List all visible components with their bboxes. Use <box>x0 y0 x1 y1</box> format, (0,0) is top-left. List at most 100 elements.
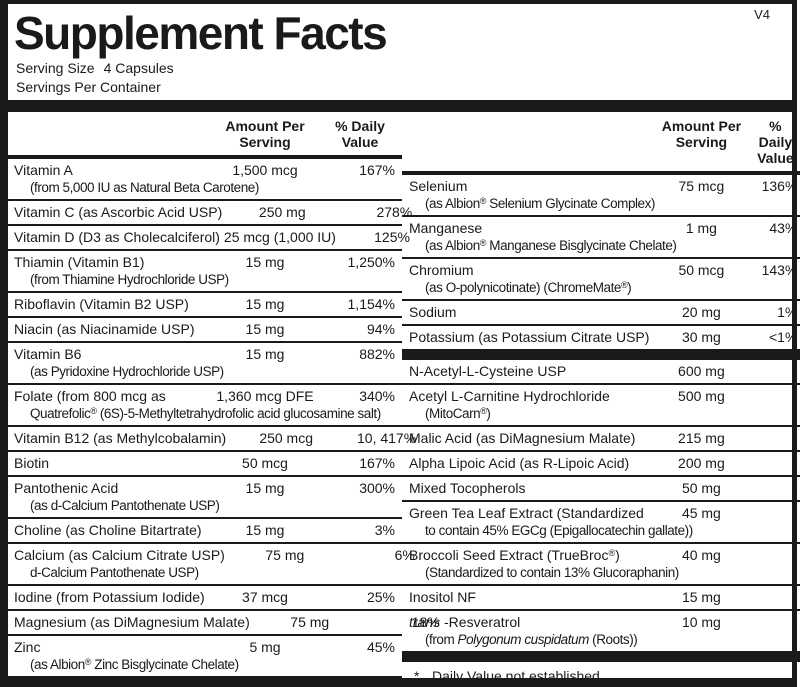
row-daily-value: 6% <box>394 547 415 563</box>
row-main-line: Inositol NF 15 mg * <box>402 586 800 606</box>
row-amount: 75 mg <box>265 547 305 563</box>
row-amount: 250 mcg <box>259 430 314 446</box>
row-main-line: Acetyl L-Carnitine Hydrochloride 500 mg * <box>402 385 800 405</box>
row-daily-value: * <box>791 455 798 471</box>
row-sub-detail: (from Polygonum cuspidatum (Roots)) <box>425 632 638 647</box>
row-daily-value: 167% <box>359 162 395 178</box>
left-rows-list: Vitamin A 1,500 mcg 167% (from 5,000 IU as … <box>8 159 440 678</box>
section-divider-bar <box>402 349 800 360</box>
row-main-line: Iodine (from Potassium Iodide) 37 mcg 25% <box>8 586 402 606</box>
row-amount: 1 mg <box>685 220 717 236</box>
row-daily-value: 45% <box>366 639 395 655</box>
row-daily-value: * <box>791 363 798 379</box>
row-amount: 75 mg <box>290 614 330 630</box>
supplement-row: Malic Acid (as DiMagnesium Malate) 215 mg… <box>402 425 800 450</box>
servings-per-container-line: Servings Per Container <box>16 79 161 95</box>
row-daily-value: 43% <box>769 220 798 236</box>
row-main-line: Calcium (as Calcium Citrate USP) 75 mg 6% <box>8 544 415 564</box>
row-amount: 15 mg <box>245 296 285 312</box>
registered-trademark-symbol: ® <box>84 657 92 667</box>
row-main-line: Vitamin C (as Ascorbic Acid USP) 250 mg 27… <box>8 201 412 221</box>
registered-trademark-symbol: ® <box>608 548 616 558</box>
supplement-row: Calcium (as Calcium Citrate USP) 75 mg 6% d… <box>8 542 415 584</box>
row-name: Magnesium (as DiMagnesium Malate) <box>14 614 250 630</box>
supplement-row: Alpha Lipoic Acid (as R-Lipoic Acid) 200 … <box>402 450 800 475</box>
row-name: Chromium <box>409 262 474 278</box>
right-rows-list: Selenium 75 mcg 136% (as Albion® Selenium G… <box>402 175 800 685</box>
row-daily-value: 94% <box>366 321 395 337</box>
row-amount: 40 mg <box>681 547 721 563</box>
footnote-text: Daily Value not established. <box>432 668 604 684</box>
row-amount: 50 mcg <box>242 455 288 471</box>
row-daily-value: 1,250% <box>347 254 395 270</box>
supplement-row: Inositol NF 15 mg * <box>402 584 800 609</box>
row-name: Folate (from 800 mcg as <box>14 388 166 404</box>
row-name: Zinc <box>14 639 41 655</box>
amount-per-serving-header: Amount Per Serving <box>661 118 742 150</box>
row-main-line: trans -Resveratrol 10 mg * <box>402 611 800 631</box>
row-amount: 30 mg <box>681 329 721 345</box>
supplement-row: Magnesium (as DiMagnesium Malate) 75 mg 18… <box>8 609 440 634</box>
row-sub-detail: to contain 45% EGCg (Epigallocatechin ga… <box>425 523 693 538</box>
row-main-line: Vitamin D (D3 as Cholecalciferol) 25 mcg … <box>8 226 410 246</box>
row-daily-value: 1,154% <box>347 296 395 312</box>
row-daily-value: * <box>791 430 798 446</box>
row-amount: 1,360 mcg DFE <box>216 388 314 404</box>
footnote-asterisk: * <box>414 668 420 684</box>
row-main-line: Vitamin B12 (as Methylcobalamin) 250 mcg 1… <box>8 427 416 447</box>
row-main-line: Manganese 1 mg 43% <box>402 217 800 237</box>
row-daily-value: 340% <box>359 388 395 404</box>
row-main-line: Green Tea Leaf Extract (Standardized 45 m… <box>402 502 800 522</box>
row-amount: 250 mg <box>258 204 306 220</box>
row-sub-detail: (as Pyridoxine Hydrochloride USP) <box>30 364 224 379</box>
row-sub-detail: Quatrefolic® (6S)-5-Methyltetrahydrofoli… <box>30 406 381 421</box>
row-name: Iodine (from Potassium Iodide) <box>14 589 205 605</box>
row-sub-detail: (Standardized to contain 13% Glucoraphan… <box>425 565 679 580</box>
row-amount: 50 mg <box>681 480 721 496</box>
row-daily-value: 125% <box>374 229 410 245</box>
header-name-spacer <box>402 118 649 166</box>
supplement-row: Selenium 75 mcg 136% (as Albion® Selenium G… <box>402 175 800 215</box>
row-name: Manganese <box>409 220 483 236</box>
row-name: Inositol NF <box>409 589 476 605</box>
row-sub-detail: (as Albion® Manganese Bisglycinate Chela… <box>425 238 677 253</box>
row-daily-value: * <box>791 388 798 404</box>
row-amount: 50 mcg <box>678 262 725 278</box>
row-daily-value: * <box>791 614 798 630</box>
facts-columns: Amount Per Serving % Daily Value Vitamin… <box>8 112 800 684</box>
registered-trademark-symbol: ® <box>479 196 487 206</box>
row-amount: 215 mg <box>678 430 725 446</box>
row-main-line: Alpha Lipoic Acid (as R-Lipoic Acid) 200 … <box>402 452 800 472</box>
row-amount: 20 mg <box>681 304 721 320</box>
row-daily-value: 25% <box>366 589 395 605</box>
row-name: Vitamin B6 <box>14 346 82 362</box>
row-name: Niacin (as Niacinamide USP) <box>14 321 195 337</box>
supplement-row: Broccoli Seed Extract (TrueBroc®) 40 mg * (… <box>402 542 800 584</box>
version-code: V4 <box>754 7 770 22</box>
supplement-row: Niacin (as Niacinamide USP) 15 mg 94% <box>8 316 402 341</box>
row-main-line: Biotin 50 mcg 167% <box>8 452 402 472</box>
row-name: Alpha Lipoic Acid (as R-Lipoic Acid) <box>409 455 630 471</box>
supplement-row: Choline (as Choline Bitartrate) 15 mg 3% <box>8 517 402 542</box>
supplement-row: Acetyl L-Carnitine Hydrochloride 500 mg * (… <box>402 383 800 425</box>
row-amount: 200 mg <box>678 455 725 471</box>
facts-column-right: Amount Per Serving % Daily Value Seleniu… <box>402 112 800 684</box>
serving-size-label: Serving Size <box>16 60 95 76</box>
row-name: Vitamin D (D3 as Cholecalciferol) <box>14 229 220 245</box>
supplement-row: Folate (from 800 mcg as 1,360 mcg DFE 340%… <box>8 383 402 425</box>
row-amount: 25 mcg (1,000 IU) <box>223 229 336 245</box>
row-sub-detail: (as Albion® Selenium Glycinate Complex) <box>425 196 655 211</box>
row-name: Thiamin (Vitamin B1) <box>14 254 145 270</box>
row-name: trans -Resveratrol <box>409 614 521 630</box>
daily-value-footnote: * Daily Value not established. <box>402 662 800 685</box>
row-amount: 45 mg <box>681 505 721 521</box>
column-header-left: Amount Per Serving % Daily Value <box>8 112 402 159</box>
header-name-spacer <box>8 118 205 150</box>
facts-column-left: Amount Per Serving % Daily Value Vitamin… <box>8 112 440 678</box>
row-main-line: Mixed Tocopherols 50 mg * <box>402 477 800 497</box>
row-daily-value: 136% <box>761 178 798 194</box>
row-amount: 5 mg <box>249 639 281 655</box>
row-name: Vitamin A <box>14 162 73 178</box>
row-sub-detail: (MitoCarn®) <box>425 406 491 421</box>
supplement-row: Mixed Tocopherols 50 mg * <box>402 475 800 500</box>
